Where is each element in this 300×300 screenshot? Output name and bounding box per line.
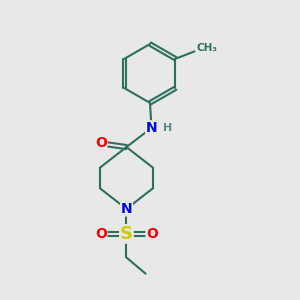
Text: N: N xyxy=(121,202,132,216)
Text: H: H xyxy=(163,123,172,133)
Text: S: S xyxy=(120,225,133,243)
Text: N: N xyxy=(146,121,157,135)
Text: CH₃: CH₃ xyxy=(196,43,217,53)
Text: O: O xyxy=(95,227,107,241)
Text: O: O xyxy=(95,136,107,150)
Text: O: O xyxy=(146,227,158,241)
